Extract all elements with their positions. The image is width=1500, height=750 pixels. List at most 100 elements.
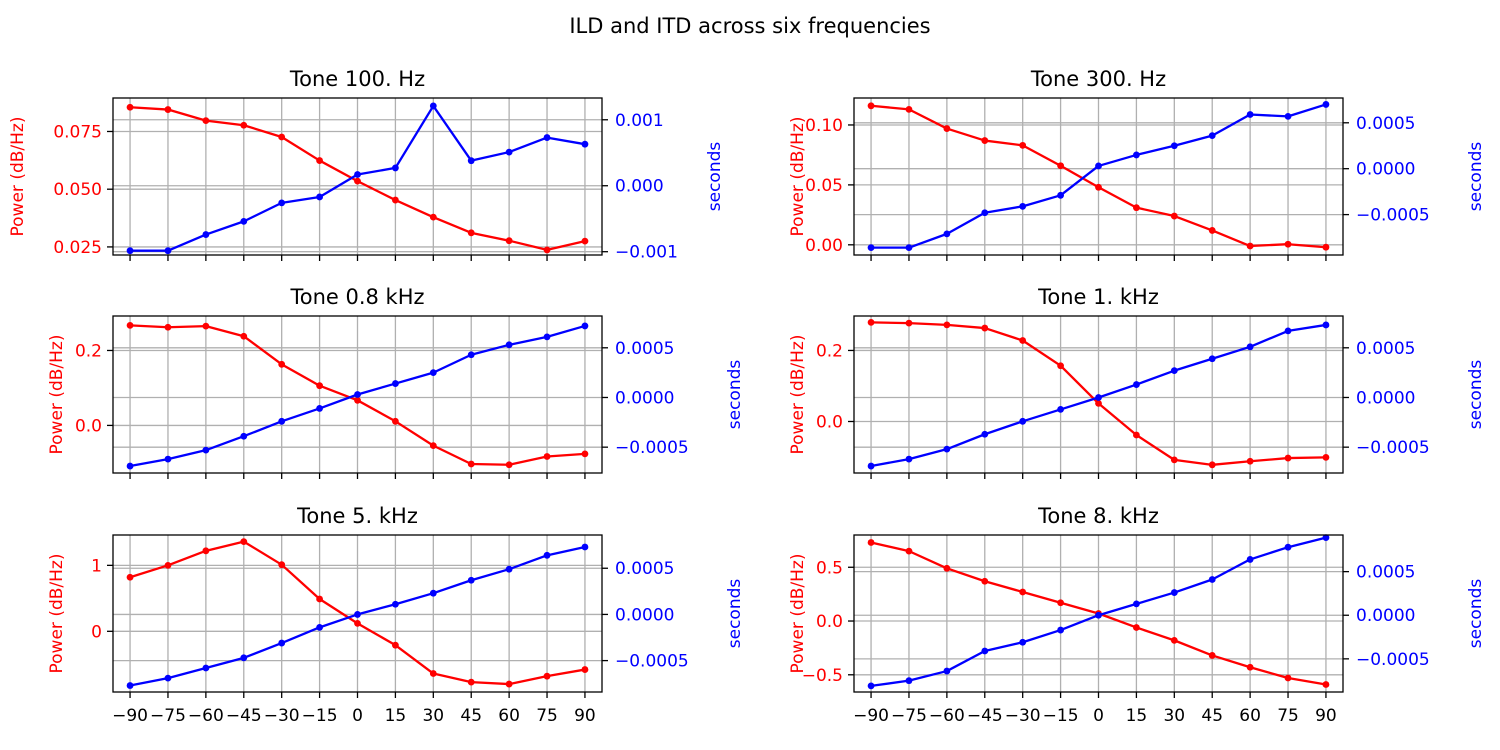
data-point-itd [429,369,437,377]
data-point-ild [981,324,989,332]
data-point-itd [543,333,551,341]
y-tick-label-left: 1 [91,556,102,576]
y-tick-label-right: 0.0005 [1356,339,1415,359]
y-tick-label-right: −0.0005 [615,438,689,458]
data-point-ild [1019,588,1027,596]
data-point-ild [1095,183,1102,191]
x-tick-label: 45 [460,706,482,726]
data-point-ild [240,121,248,129]
data-point-ild [581,237,589,245]
data-point-itd [429,102,437,110]
x-tick-label: −15 [1043,706,1079,726]
subplot-title: Tone 1. kHz [1037,285,1159,309]
subplot-5: −90 −75 −60 −45 −30 −15 0 15 30 45 60 75 90 0 1 −0.0005… [47,504,745,726]
data-point-ild [1208,227,1216,234]
y-tick-label-left: 0.0 [816,612,843,632]
data-point-itd [1246,111,1254,118]
data-point-ild [581,666,589,673]
data-point-itd [1095,162,1102,170]
data-point-ild [240,332,248,340]
data-point-itd [1133,600,1140,608]
data-point-ild [202,547,210,555]
data-point-ild [905,547,913,555]
y-tick-label-right: 0.0005 [615,339,674,359]
subplot-title: Tone 0.8 kHz [289,285,424,309]
y-tick-label-right: −0.0005 [615,652,689,672]
data-point-itd [505,565,513,573]
data-point-ild [581,450,589,458]
y-axis-label-right: seconds [725,579,745,649]
y-tick-label-left: 0.025 [53,238,102,258]
y-tick-label-right: 0.0000 [1356,388,1415,408]
data-point-ild [1095,399,1102,407]
x-tick-label: −60 [929,706,965,726]
data-point-ild [392,641,399,649]
y-axis-label-right: seconds [725,360,745,430]
data-point-ild [1170,456,1178,464]
data-point-ild [164,106,172,113]
data-point-itd [1322,321,1330,329]
data-point-itd [202,664,210,672]
y-tick-label-right: 0.0000 [615,605,674,625]
data-point-itd [867,682,875,690]
x-tick-label: −60 [188,706,224,726]
data-point-itd [354,171,361,178]
y-axis-label-right: seconds [1466,579,1486,649]
subplot-title: Tone 5. kHz [296,504,418,528]
y-tick-label-left: 0.0 [75,416,102,436]
y-axis-label-left: Power (dB/Hz) [788,117,808,237]
data-point-ild [1246,242,1254,250]
data-point-ild [354,177,361,185]
data-point-ild [126,573,134,581]
data-point-ild [240,538,248,545]
data-point-ild [1057,599,1064,607]
data-point-itd [943,445,951,453]
data-point-itd [1208,132,1216,140]
data-point-itd [1095,394,1102,401]
data-point-itd [1095,611,1102,619]
data-point-itd [1208,355,1216,363]
data-point-ild [354,619,361,627]
data-point-itd [867,244,875,252]
y-tick-label-left: 0.5 [816,558,843,578]
data-point-itd [943,667,951,675]
data-point-itd [981,209,989,217]
data-point-itd [905,455,913,463]
y-tick-label-right: −0.0005 [1356,650,1430,670]
data-point-ild [943,125,951,132]
y-tick-label-left: 0.2 [816,341,843,361]
data-point-ild [543,246,551,254]
data-point-ild [543,453,551,460]
data-point-itd [164,455,172,463]
data-point-itd [943,230,951,238]
figure-suptitle: ILD and ITD across six frequencies [569,14,930,38]
data-point-itd [905,677,913,685]
x-tick-label: −75 [891,706,927,726]
x-tick-label: −90 [853,706,889,726]
data-point-itd [981,430,989,438]
x-tick-label: 30 [1163,706,1185,726]
data-point-ild [467,460,475,468]
data-point-ild [981,137,989,144]
x-tick-label: −45 [226,706,262,726]
data-point-itd [581,322,589,330]
subplot-6: −90 −75 −60 −45 −30 −15 0 15 30 45 60 75 90 −0.5 0.0 0.… [788,504,1486,726]
data-point-itd [1057,406,1064,413]
data-point-itd [981,647,989,655]
data-point-itd [905,244,913,252]
data-point-itd [1284,327,1292,335]
data-point-itd [1170,142,1178,150]
data-point-itd [1284,112,1292,120]
data-point-ild [905,319,913,327]
data-point-ild [1246,663,1254,671]
data-point-itd [392,164,399,172]
y-tick-label-right: 0.0000 [1356,160,1415,180]
data-point-itd [240,217,248,225]
x-tick-label: 15 [385,706,407,726]
data-point-ild [1170,636,1178,644]
y-tick-label-right: 0.000 [615,177,664,197]
x-tick-label: 0 [352,706,363,726]
data-point-ild [467,229,475,237]
x-tick-label: 90 [1315,706,1337,726]
